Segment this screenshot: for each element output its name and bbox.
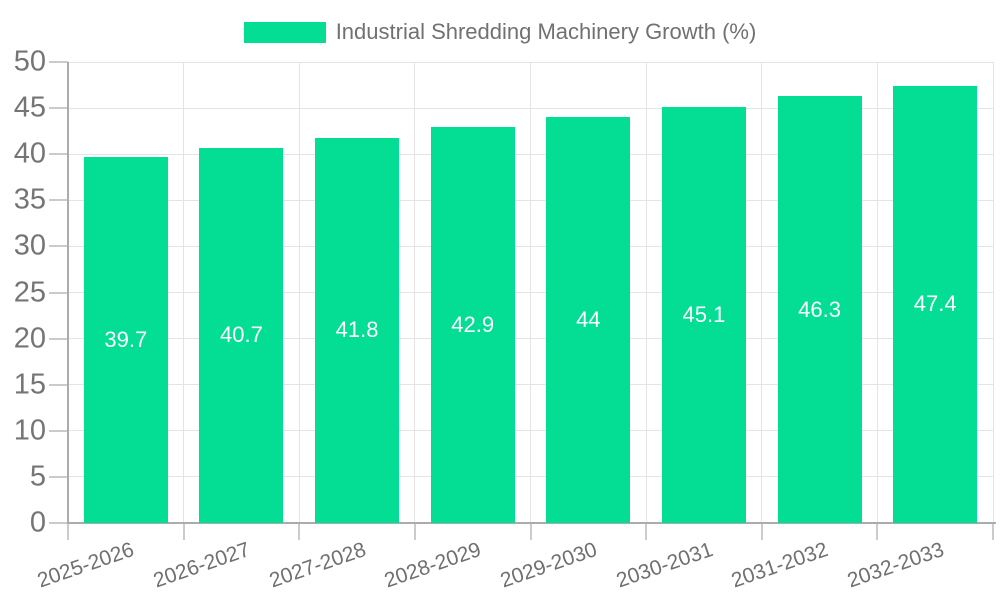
x-axis-tick: [645, 523, 648, 540]
gridline-vertical: [992, 62, 994, 523]
legend[interactable]: Industrial Shredding Machinery Growth (%…: [0, 19, 1000, 44]
y-axis-tick: [49, 153, 68, 156]
bar-value-label: 41.8: [335, 317, 379, 343]
y-axis-tick-label: 0: [29, 506, 46, 539]
gridline-vertical: [183, 62, 185, 523]
y-axis-tick-label: 50: [13, 45, 46, 78]
bar[interactable]: 39.7: [83, 156, 168, 523]
x-axis-tick: [298, 523, 301, 540]
bar[interactable]: 45.1: [661, 107, 746, 523]
bar-value-label: 39.7: [104, 326, 148, 352]
x-axis-tick-label: 2032-2033: [844, 538, 947, 593]
x-axis-tick-label: 2025-2026: [34, 538, 138, 593]
bar[interactable]: 44: [546, 117, 631, 523]
y-axis-tick-label: 40: [13, 137, 46, 170]
y-axis-tick: [49, 429, 68, 432]
bar-value-label: 44: [576, 307, 601, 333]
y-axis-tick: [49, 291, 68, 294]
x-axis-tick: [876, 523, 879, 540]
x-axis-tick-label: 2031-2032: [728, 538, 832, 593]
x-axis-tick-label: 2029-2030: [497, 538, 600, 593]
x-axis-tick-label: 2030-2031: [612, 538, 716, 593]
bar-value-label: 45.1: [682, 302, 726, 328]
bar[interactable]: 46.3: [777, 96, 862, 523]
bar-value-label: 42.9: [451, 312, 495, 338]
gridline-vertical: [414, 62, 416, 523]
bar-value-label: 47.4: [913, 291, 957, 317]
bar[interactable]: 47.4: [893, 85, 978, 523]
x-axis-tick-label: 2027-2028: [266, 538, 369, 593]
bar[interactable]: 40.7: [199, 147, 284, 523]
x-axis-tick: [992, 523, 994, 540]
gridline-vertical: [876, 62, 878, 523]
gridline-vertical: [761, 62, 763, 523]
y-axis-tick: [49, 475, 68, 478]
legend-label: Industrial Shredding Machinery Growth (%…: [335, 19, 757, 44]
legend-swatch: [243, 21, 326, 43]
bar[interactable]: 42.9: [430, 127, 515, 523]
x-axis-tick-label: 2026-2027: [150, 538, 253, 593]
x-axis-tick-label: 2028-2029: [381, 538, 485, 593]
y-axis-tick-label: 20: [13, 322, 46, 355]
y-axis-tick-label: 25: [13, 276, 46, 308]
y-axis-tick: [49, 199, 68, 202]
y-axis-tick: [49, 337, 68, 340]
plot-area: 0 5 10 15 20 25 30 35 40 45 50 39.7 40.7 41.8 42.9 44 45…: [14, 47, 996, 592]
gridline-vertical: [298, 62, 300, 523]
bar-value-label: 40.7: [220, 322, 263, 348]
y-axis-tick: [49, 383, 68, 386]
y-axis-tick-label: 35: [13, 183, 46, 216]
y-axis-tick-label: 10: [13, 414, 46, 447]
gridline-vertical: [530, 62, 531, 523]
bar[interactable]: 41.8: [315, 137, 400, 523]
y-axis-tick: [49, 245, 68, 248]
x-axis-tick: [529, 523, 532, 540]
y-axis-tick: [49, 61, 68, 63]
x-axis-tick: [67, 523, 69, 540]
y-axis-tick: [49, 107, 68, 110]
y-axis-line: [67, 62, 69, 524]
y-axis-tick-label: 45: [13, 91, 46, 124]
x-axis-tick: [760, 523, 763, 540]
x-axis-line: [67, 522, 996, 524]
y-axis-tick: [49, 522, 68, 524]
bar-value-label: 46.3: [798, 296, 841, 322]
x-axis-tick: [413, 523, 416, 540]
x-axis-tick: [182, 523, 185, 540]
gridline-vertical: [645, 62, 647, 523]
y-axis-tick-label: 15: [13, 368, 46, 401]
y-axis-tick-label: 30: [13, 229, 46, 262]
y-axis-tick-label: 5: [29, 460, 46, 493]
